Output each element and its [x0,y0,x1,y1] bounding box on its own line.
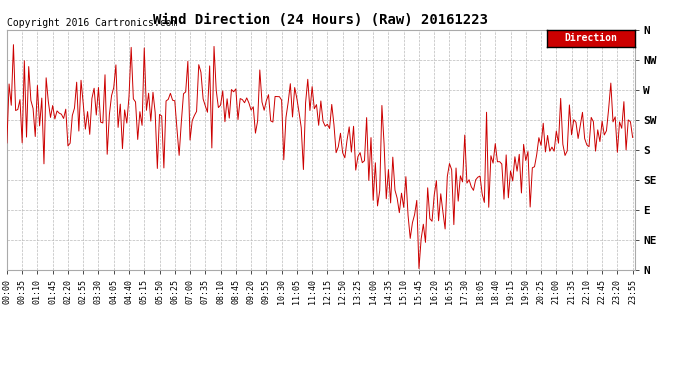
Title: Wind Direction (24 Hours) (Raw) 20161223: Wind Direction (24 Hours) (Raw) 20161223 [153,13,489,27]
Text: Copyright 2016 Cartronics.com: Copyright 2016 Cartronics.com [7,18,177,28]
